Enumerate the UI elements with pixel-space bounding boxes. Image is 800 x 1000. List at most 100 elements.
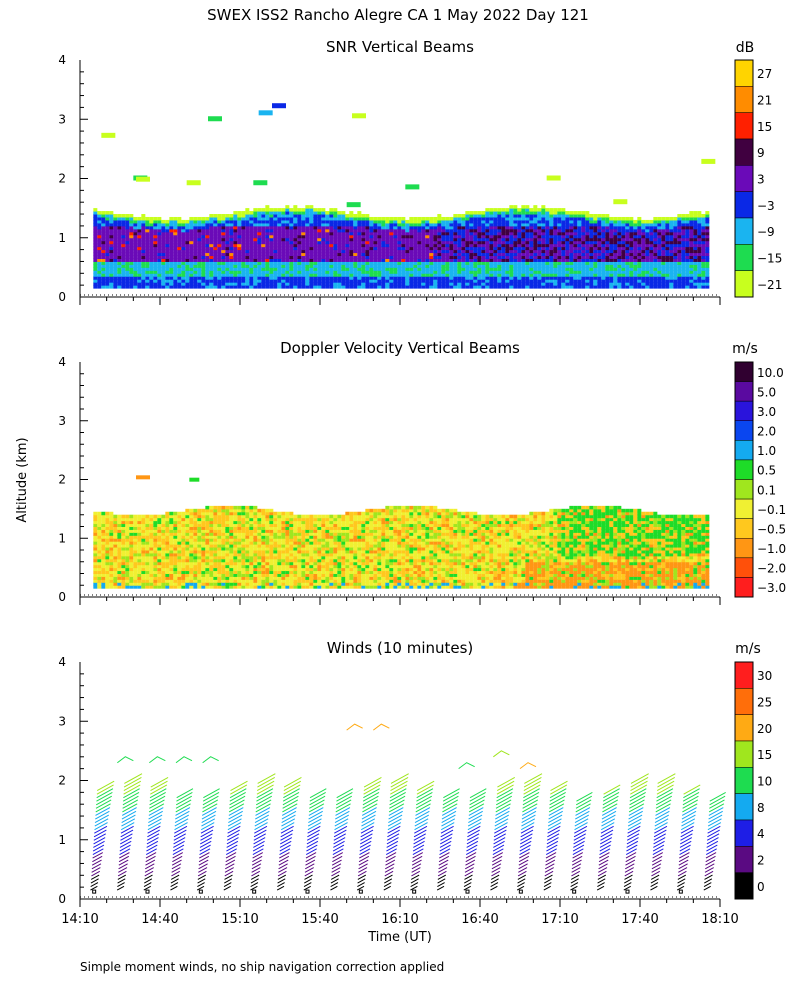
colorbar-frame bbox=[734, 59, 754, 298]
snr-cell bbox=[177, 282, 182, 286]
doppler-cell bbox=[157, 582, 162, 586]
doppler-cell bbox=[201, 523, 206, 527]
doppler-cell bbox=[105, 532, 110, 536]
snr-cell bbox=[569, 270, 574, 274]
snr-cell bbox=[505, 234, 510, 239]
snr-cell bbox=[693, 255, 698, 259]
snr-cell bbox=[173, 252, 178, 257]
snr-cell bbox=[533, 228, 538, 233]
snr-cell bbox=[269, 267, 274, 271]
snr-cell bbox=[489, 264, 494, 268]
snr-cell bbox=[629, 264, 634, 268]
doppler-cell bbox=[109, 514, 114, 519]
snr-cell bbox=[309, 267, 314, 271]
snr-cell bbox=[261, 225, 266, 230]
snr-cell bbox=[257, 255, 262, 259]
snr-cell bbox=[485, 246, 490, 251]
snr-cell bbox=[321, 249, 326, 254]
doppler-cell bbox=[157, 558, 162, 563]
snr-cell bbox=[329, 273, 334, 277]
snr-cell bbox=[669, 279, 674, 283]
snr-cell bbox=[149, 222, 154, 227]
snr-cell bbox=[333, 285, 338, 289]
snr-cell bbox=[237, 237, 242, 242]
snr-cell bbox=[349, 273, 354, 277]
snr-cell bbox=[517, 243, 522, 248]
snr-cell bbox=[657, 222, 662, 227]
snr-cell bbox=[593, 270, 598, 274]
snr-cell bbox=[381, 222, 386, 227]
snr-cell bbox=[461, 219, 466, 224]
snr-cell bbox=[505, 255, 510, 259]
doppler-cell bbox=[221, 555, 226, 560]
snr-cell bbox=[533, 237, 538, 242]
doppler-cell bbox=[221, 552, 226, 557]
snr-cell bbox=[697, 228, 702, 233]
snr-cell bbox=[585, 219, 590, 224]
snr-cell bbox=[633, 276, 638, 280]
snr-cell bbox=[557, 279, 562, 283]
snr-cell bbox=[585, 211, 590, 215]
snr-cell bbox=[357, 237, 362, 242]
snr-cell bbox=[513, 234, 518, 239]
snr-cell bbox=[581, 279, 586, 283]
snr-cell bbox=[537, 211, 542, 215]
snr-cell bbox=[361, 243, 366, 248]
snr-cell bbox=[641, 270, 646, 274]
snr-cell bbox=[265, 276, 270, 280]
snr-cell bbox=[393, 282, 398, 286]
snr-cell bbox=[609, 279, 614, 283]
snr-cell bbox=[361, 270, 366, 274]
snr-cell bbox=[325, 255, 330, 259]
snr-cell bbox=[157, 234, 162, 239]
snr-cell bbox=[357, 228, 362, 233]
snr-cell bbox=[269, 279, 274, 283]
snr-cell bbox=[569, 261, 574, 265]
snr-cell bbox=[237, 222, 242, 227]
snr-cell bbox=[625, 261, 630, 265]
snr-cell bbox=[93, 225, 98, 230]
snr-cell bbox=[677, 267, 682, 271]
doppler-cell bbox=[233, 517, 238, 522]
snr-cell bbox=[101, 237, 106, 242]
doppler-cell bbox=[157, 579, 162, 583]
snr-cell bbox=[633, 285, 638, 289]
doppler-cell bbox=[149, 552, 154, 557]
snr-cell bbox=[633, 237, 638, 242]
snr-cell bbox=[241, 276, 246, 280]
snr-cell bbox=[93, 264, 98, 268]
snr-cell bbox=[589, 237, 594, 242]
snr-cell bbox=[437, 267, 442, 271]
snr-cell bbox=[409, 258, 414, 262]
snr-cell bbox=[229, 285, 234, 289]
doppler-cell bbox=[217, 576, 222, 580]
snr-cell bbox=[409, 270, 414, 274]
snr-cell bbox=[309, 211, 314, 215]
snr-cell bbox=[457, 246, 462, 251]
snr-cell bbox=[653, 270, 658, 274]
snr-cell bbox=[421, 276, 426, 280]
doppler-cell bbox=[165, 517, 170, 522]
snr-cell bbox=[257, 214, 262, 218]
snr-cell bbox=[473, 264, 478, 268]
snr-cell bbox=[269, 216, 274, 221]
snr-cell bbox=[629, 219, 634, 224]
doppler-cell bbox=[233, 538, 238, 542]
snr-cell bbox=[557, 258, 562, 262]
doppler-cell bbox=[233, 555, 238, 560]
snr-cell bbox=[137, 282, 142, 286]
snr-cell bbox=[421, 228, 426, 233]
doppler-cell bbox=[101, 558, 106, 563]
snr-cell bbox=[257, 240, 262, 245]
snr-cell bbox=[649, 273, 654, 277]
snr-cell bbox=[649, 282, 654, 286]
snr-cell bbox=[569, 211, 574, 215]
snr-cell bbox=[125, 237, 130, 242]
snr-cell bbox=[497, 243, 502, 248]
snr-cell bbox=[513, 279, 518, 283]
doppler-cell bbox=[105, 567, 110, 572]
doppler-cell bbox=[221, 526, 226, 530]
snr-cell bbox=[93, 279, 98, 283]
doppler-cell bbox=[209, 529, 214, 533]
snr-cell bbox=[417, 264, 422, 268]
